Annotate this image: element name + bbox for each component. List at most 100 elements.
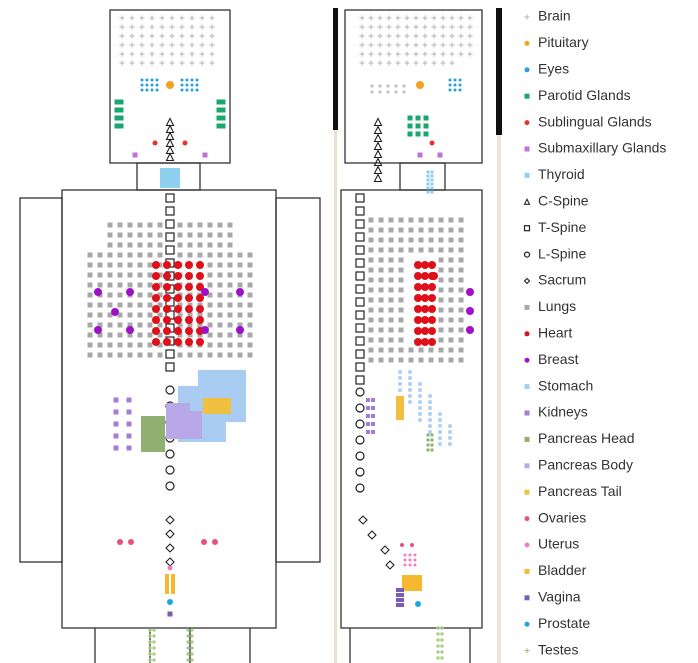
marker — [369, 328, 374, 333]
marker — [389, 318, 394, 323]
marker — [151, 89, 154, 92]
marker — [218, 283, 223, 288]
marker — [414, 587, 418, 591]
marker — [242, 406, 246, 410]
marker — [428, 424, 432, 428]
marker — [214, 382, 218, 386]
marker — [185, 305, 193, 313]
marker — [182, 398, 186, 402]
marker — [207, 410, 211, 414]
marker — [138, 293, 143, 298]
marker — [234, 390, 238, 394]
marker — [171, 590, 175, 594]
marker — [208, 333, 213, 338]
marker — [214, 430, 218, 434]
marker — [449, 308, 454, 313]
marker — [414, 583, 418, 587]
marker — [186, 386, 190, 390]
marker — [148, 313, 153, 318]
marker — [148, 640, 152, 644]
legend: BrainPituitaryEyesParotid GlandsSublingu… — [525, 8, 667, 658]
marker — [208, 263, 213, 268]
marker — [525, 41, 530, 46]
marker — [170, 423, 174, 427]
marker — [389, 278, 394, 283]
marker — [429, 238, 434, 243]
marker — [404, 559, 407, 562]
marker — [421, 294, 429, 302]
marker — [218, 386, 222, 390]
marker — [150, 25, 155, 30]
marker — [430, 272, 438, 280]
marker — [360, 61, 365, 66]
marker — [439, 328, 444, 333]
marker — [438, 424, 442, 428]
marker — [369, 358, 374, 363]
marker — [181, 89, 184, 92]
marker — [399, 288, 404, 293]
marker — [428, 305, 436, 313]
marker — [378, 16, 383, 21]
marker — [218, 370, 222, 374]
marker — [194, 386, 198, 390]
marker — [178, 423, 182, 427]
marker — [172, 184, 176, 188]
marker — [190, 406, 194, 410]
marker — [202, 434, 206, 438]
marker — [356, 404, 364, 412]
marker — [161, 424, 165, 428]
marker — [449, 79, 452, 82]
marker — [108, 283, 113, 288]
marker — [432, 52, 437, 57]
marker — [356, 376, 364, 384]
marker — [207, 402, 211, 406]
marker — [190, 394, 194, 398]
marker — [203, 410, 207, 414]
marker — [196, 89, 199, 92]
marker — [427, 449, 430, 452]
marker — [170, 407, 174, 411]
marker — [152, 658, 156, 662]
marker — [525, 120, 530, 125]
marker — [88, 263, 93, 268]
marker — [428, 394, 432, 398]
marker — [128, 223, 133, 228]
marker — [152, 294, 160, 302]
marker — [525, 411, 530, 416]
figure: BrainPituitaryEyesParotid GlandsSublingu… — [0, 0, 698, 663]
marker — [88, 313, 93, 318]
marker — [218, 438, 222, 442]
marker — [145, 420, 149, 424]
marker — [171, 582, 175, 586]
marker — [171, 578, 175, 582]
marker — [174, 403, 178, 407]
marker — [170, 415, 174, 419]
marker — [178, 419, 182, 423]
marker — [149, 440, 153, 444]
marker — [178, 427, 182, 431]
marker — [450, 34, 455, 39]
marker — [186, 394, 190, 398]
marker — [181, 79, 184, 82]
marker — [170, 61, 175, 66]
marker — [161, 448, 165, 452]
marker — [418, 153, 423, 158]
marker — [167, 154, 174, 161]
marker — [459, 358, 464, 363]
marker — [238, 273, 243, 278]
marker — [396, 43, 401, 48]
marker — [389, 328, 394, 333]
marker — [441, 61, 446, 66]
marker — [399, 218, 404, 223]
marker — [525, 226, 530, 231]
marker — [226, 414, 230, 418]
marker — [166, 233, 174, 241]
marker — [421, 316, 429, 324]
marker — [186, 390, 190, 394]
marker — [218, 418, 222, 422]
marker — [186, 431, 190, 435]
marker — [148, 223, 153, 228]
marker — [409, 248, 414, 253]
marker — [410, 543, 414, 547]
marker — [238, 410, 242, 414]
